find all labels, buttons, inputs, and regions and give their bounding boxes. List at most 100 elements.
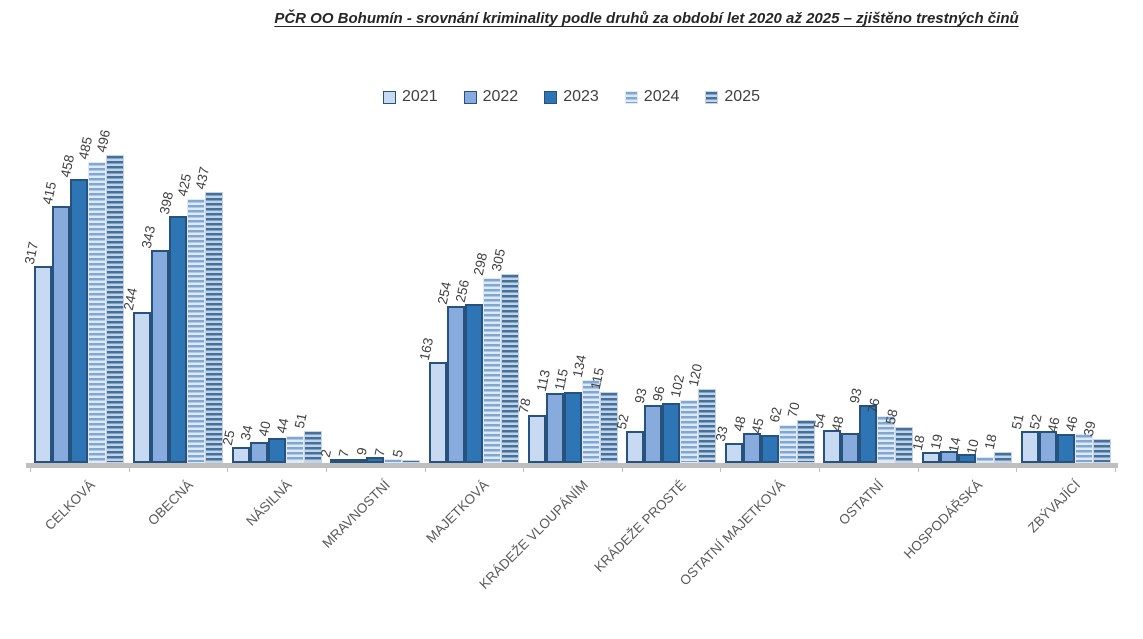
bar-2023[interactable]: 9 — [354, 446, 385, 463]
bar-value-label: 10 — [963, 437, 982, 456]
bar-value-label: 163 — [416, 335, 437, 362]
bar-cluster: 163 254 256 298 305 — [417, 247, 519, 463]
bar-value-label: 93 — [847, 386, 866, 405]
bar-2025[interactable]: 305 — [489, 247, 519, 463]
bar-2025[interactable]: 496 — [94, 128, 125, 463]
bar-2023[interactable]: 46 — [1045, 415, 1075, 463]
category-label: KRÁDEŽE VLOUPÁNÍM — [475, 477, 591, 592]
x-axis-tick — [621, 468, 623, 472]
x-axis-tick — [1115, 468, 1116, 472]
bar-2024[interactable]: 10 — [964, 437, 995, 463]
category-label: NÁSILNÁ — [243, 477, 295, 529]
bar-2022[interactable]: 343 — [139, 224, 169, 463]
bar-value-label: 415 — [40, 179, 60, 206]
category-label: CELKOVÁ — [41, 477, 98, 533]
legend-item-2025[interactable]: 2025 — [705, 88, 760, 106]
bar-value-label: 62 — [766, 405, 785, 424]
bar-2023[interactable]: 14 — [946, 435, 977, 463]
bar-2022[interactable]: 113 — [533, 368, 564, 463]
bar-2023[interactable]: 93 — [847, 386, 878, 463]
category-label: MRAVNOSTNÍ — [319, 477, 394, 551]
bar-2022[interactable]: 34 — [237, 423, 268, 463]
x-axis-tick — [917, 468, 919, 472]
bar-2022[interactable]: 254 — [435, 280, 465, 463]
bar-2025[interactable]: 5 — [390, 448, 421, 463]
bar-2021[interactable]: 78 — [515, 396, 546, 463]
bar-2024[interactable]: 46 — [1063, 414, 1093, 463]
bar-2024[interactable]: 7 — [372, 447, 403, 463]
bar-2023[interactable]: 398 — [157, 190, 187, 463]
bar-2025[interactable]: 437 — [193, 165, 223, 463]
bar-2021[interactable]: 18 — [910, 433, 941, 463]
legend-item-2022[interactable]: 2022 — [463, 88, 518, 106]
bar-cluster: 25 34 40 44 51 — [219, 411, 322, 463]
legend-label: 2024 — [643, 88, 680, 105]
bar-2021[interactable]: 163 — [417, 336, 447, 463]
bar-value-label: 115 — [587, 365, 607, 391]
bar-2025[interactable]: 18 — [982, 432, 1013, 463]
bar-value-label: 48 — [730, 414, 749, 433]
bar-2025[interactable]: 58 — [883, 407, 914, 463]
bar-2021[interactable]: 317 — [22, 240, 53, 463]
bar-2022[interactable]: 52 — [1027, 412, 1057, 463]
legend-swatch-2024 — [624, 90, 638, 104]
bar-2023[interactable]: 256 — [453, 278, 483, 463]
bar-2023[interactable]: 45 — [749, 416, 779, 463]
bar-value-label: 9 — [354, 445, 371, 457]
bar-2024[interactable]: 44 — [273, 416, 304, 463]
bar-2022[interactable]: 19 — [928, 432, 959, 463]
legend-swatch-2021 — [383, 90, 397, 104]
bar-group: 317 415 458 485 496 CELKOVÁ — [22, 125, 129, 533]
bar-value-label: 18 — [909, 433, 928, 452]
bar-2025[interactable]: 115 — [587, 366, 618, 463]
bar-2025[interactable]: 70 — [785, 400, 815, 463]
bar-cluster: 52 93 96 102 120 — [614, 362, 717, 463]
bar-group: 33 48 45 62 70 OSTATNÍ MAJETKOVÁ — [677, 125, 819, 588]
bar-2023[interactable]: 40 — [255, 419, 286, 463]
bar-2023[interactable]: 115 — [551, 367, 582, 463]
bar-2022[interactable]: 7 — [336, 448, 367, 463]
bar-2021[interactable]: 25 — [219, 428, 250, 463]
bar-2025[interactable]: 120 — [686, 362, 717, 463]
bar-2023[interactable]: 96 — [650, 384, 681, 463]
bar-2021[interactable]: 2 — [318, 448, 349, 463]
bar-2021[interactable]: 54 — [811, 411, 842, 463]
bar-group: 25 34 40 44 51 NÁSILNÁ — [219, 125, 326, 529]
bar-2023[interactable]: 458 — [58, 153, 89, 463]
bar-cluster: 33 48 45 62 70 — [713, 400, 815, 463]
bar-2021[interactable]: 244 — [121, 286, 151, 463]
bar-2025[interactable]: 39 — [1081, 419, 1111, 463]
category-label: OSTATNÍ — [835, 477, 887, 528]
bar-2024[interactable]: 485 — [76, 135, 107, 463]
bar-value-label: 485 — [76, 134, 96, 161]
bar-2022[interactable]: 415 — [40, 180, 71, 463]
bar-value-label: 45 — [748, 416, 767, 435]
bar-group: 78 113 115 134 115 KRÁDEŽE VLOUPÁNÍM — [476, 125, 622, 592]
bar-2024[interactable]: 425 — [175, 172, 205, 463]
bar-2024[interactable]: 134 — [569, 353, 600, 463]
bar-2024[interactable]: 76 — [865, 396, 896, 463]
bar-2021[interactable]: 51 — [1009, 412, 1039, 463]
bar-2022[interactable]: 48 — [829, 414, 860, 463]
category-label: OSTATNÍ MAJETKOVÁ — [676, 477, 788, 589]
bar-2021[interactable]: 33 — [713, 424, 743, 463]
bar-2024[interactable]: 298 — [471, 251, 501, 463]
legend: 2021 2022 2023 2024 2025 — [0, 88, 1143, 106]
bar-2025[interactable]: 51 — [291, 411, 322, 463]
bar-value-label: 14 — [945, 435, 964, 454]
bar-2022[interactable]: 48 — [731, 414, 761, 463]
legend-item-2023[interactable]: 2023 — [544, 88, 599, 106]
bar-2024[interactable]: 102 — [668, 373, 699, 463]
bar-2021[interactable]: 52 — [614, 412, 645, 463]
x-axis-tick — [325, 468, 327, 472]
legend-item-2021[interactable]: 2021 — [383, 88, 438, 106]
bar-group: 51 52 46 46 39 ZBÝVAJÍCÍ — [1009, 125, 1115, 535]
bar-value-label: 19 — [927, 432, 946, 451]
bar-2022[interactable]: 93 — [632, 386, 663, 463]
bar-value-label: 7 — [372, 446, 389, 458]
bar-2024[interactable]: 62 — [767, 405, 797, 463]
legend-item-2024[interactable]: 2024 — [624, 88, 680, 106]
x-axis-tick — [819, 468, 821, 472]
